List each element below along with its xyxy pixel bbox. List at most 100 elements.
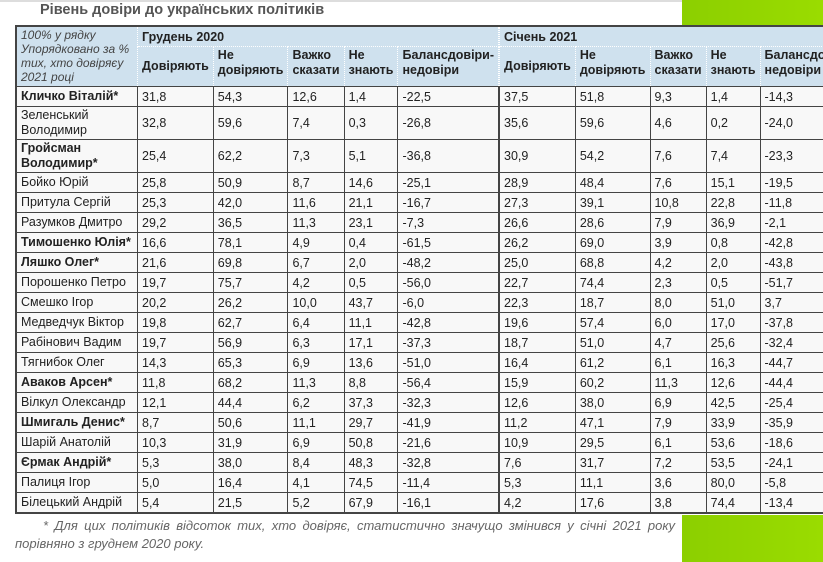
table-row: Білецький Андрій 5,4 21,5 5,2 67,9 -16,1 4,2 17… (15, 492, 823, 514)
table-row: Рабінович Вадим 19,7 56,9 6,3 17,1 -37,3 18,7 5… (15, 332, 823, 353)
dec-value: 8,7 (137, 412, 214, 433)
dec-value: 31,8 (137, 86, 214, 107)
dec-value: 21,5 (212, 492, 289, 514)
dec-value: 16,4 (212, 472, 289, 493)
dec-value: 50,8 (343, 432, 399, 453)
politician-name: Палиця Ігор (15, 472, 138, 493)
jan-value: -11,8 (759, 192, 823, 213)
column-header: Важко сказати (287, 46, 345, 87)
jan-value: 57,4 (574, 312, 651, 333)
politician-name: Шмигаль Денис* (15, 412, 138, 433)
dec-value: 54,3 (212, 86, 289, 107)
period-header-jan: Січень 2021 (499, 25, 823, 47)
dec-value: -61,5 (397, 232, 500, 253)
dec-value: 11,3 (287, 212, 345, 233)
trust-table: 100% у рядку Упорядковано за % тих, хто … (15, 25, 823, 514)
dec-value: 26,2 (212, 292, 289, 313)
dec-value: 56,9 (212, 332, 289, 353)
jan-value: 61,2 (574, 352, 651, 373)
jan-value: 27,3 (499, 192, 576, 213)
dec-value: 0,3 (343, 106, 399, 140)
footnote: * Для цих політиків відсоток тих, хто до… (15, 517, 675, 553)
jan-value: 80,0 (705, 472, 761, 493)
dec-value: 11,3 (287, 372, 345, 393)
top-divider (0, 0, 823, 2)
jan-value: -14,3 (759, 86, 823, 107)
jan-value: 42,5 (705, 392, 761, 413)
jan-value: 7,9 (649, 212, 707, 233)
column-header: Довіряють (499, 46, 576, 87)
jan-value: 53,5 (705, 452, 761, 473)
green-decoration-top (682, 0, 823, 26)
dec-value: 5,3 (137, 452, 214, 473)
jan-value: -2,1 (759, 212, 823, 233)
dec-value: 25,8 (137, 172, 214, 193)
dec-value: 75,7 (212, 272, 289, 293)
jan-value: 39,1 (574, 192, 651, 213)
jan-value: -35,9 (759, 412, 823, 433)
table-row: Кличко Віталій* 31,8 54,3 12,6 1,4 -22,5 37,5 5… (15, 86, 823, 107)
jan-value: 2,3 (649, 272, 707, 293)
jan-value: 3,7 (759, 292, 823, 313)
jan-value: 17,6 (574, 492, 651, 514)
table-row: Тягнибок Олег 14,3 65,3 6,9 13,6 -51,0 16,4 61,… (15, 352, 823, 373)
dec-value: -16,1 (397, 492, 500, 514)
politician-name: Єрмак Андрій* (15, 452, 138, 473)
page-title: Рівень довіри до українських політиків (40, 2, 325, 18)
jan-value: 9,3 (649, 86, 707, 107)
dec-value: 68,2 (212, 372, 289, 393)
politician-name: Тягнибок Олег (15, 352, 138, 373)
column-gap (498, 492, 501, 514)
dec-value: 69,8 (212, 252, 289, 273)
dec-value: 5,4 (137, 492, 214, 514)
politician-name: Бойко Юрій (15, 172, 138, 193)
dec-value: -16,7 (397, 192, 500, 213)
jan-value: 22,3 (499, 292, 576, 313)
table-row: Притула Сергій 25,3 42,0 11,6 21,1 -16,7 27,3 3… (15, 192, 823, 213)
dec-value: 0,4 (343, 232, 399, 253)
dec-value: -41,9 (397, 412, 500, 433)
jan-value: 4,2 (649, 252, 707, 273)
table-row: Порошенко Петро 19,7 75,7 4,2 0,5 -56,0 22,7 74… (15, 272, 823, 293)
dec-value: 19,8 (137, 312, 214, 333)
dec-value: 14,6 (343, 172, 399, 193)
dec-value: -56,4 (397, 372, 500, 393)
table-row: Зеленський Володимир 32,8 59,6 7,4 0,3 -26,8 3… (15, 106, 823, 140)
jan-value: 29,5 (574, 432, 651, 453)
jan-value: 7,2 (649, 452, 707, 473)
jan-value: 5,3 (499, 472, 576, 493)
jan-value: 6,0 (649, 312, 707, 333)
jan-value: -13,4 (759, 492, 823, 514)
politician-name: Білецький Андрій (15, 492, 138, 514)
dec-value: 11,8 (137, 372, 214, 393)
dec-value: -36,8 (397, 139, 500, 173)
dec-value: 38,0 (212, 452, 289, 473)
table-row: Гройсман Володимир* 25,4 62,2 7,3 5,1 -36,8 30… (15, 139, 823, 173)
dec-value: 0,5 (343, 272, 399, 293)
jan-value: 36,9 (705, 212, 761, 233)
jan-value: 37,5 (499, 86, 576, 107)
corner-note: 100% у рядку Упорядковано за % тих, хто … (15, 25, 138, 87)
table-row: Медведчук Віктор 19,8 62,7 6,4 11,1 -42,8 19,6… (15, 312, 823, 333)
jan-value: 6,1 (649, 352, 707, 373)
jan-value: 3,8 (649, 492, 707, 514)
dec-value: 19,7 (137, 272, 214, 293)
jan-value: -37,8 (759, 312, 823, 333)
dec-value: 32,8 (137, 106, 214, 140)
dec-value: 14,3 (137, 352, 214, 373)
dec-value: 11,6 (287, 192, 345, 213)
dec-value: 59,6 (212, 106, 289, 140)
dec-value: 4,2 (287, 272, 345, 293)
dec-value: 23,1 (343, 212, 399, 233)
dec-value: 6,4 (287, 312, 345, 333)
politician-name: Аваков Арсен* (15, 372, 138, 393)
dec-value: -21,6 (397, 432, 500, 453)
jan-value: 7,6 (649, 139, 707, 173)
dec-value: -26,8 (397, 106, 500, 140)
jan-value: 74,4 (705, 492, 761, 514)
jan-value: 28,9 (499, 172, 576, 193)
jan-value: 2,0 (705, 252, 761, 273)
jan-value: -42,8 (759, 232, 823, 253)
dec-value: 4,1 (287, 472, 345, 493)
dec-value: -56,0 (397, 272, 500, 293)
